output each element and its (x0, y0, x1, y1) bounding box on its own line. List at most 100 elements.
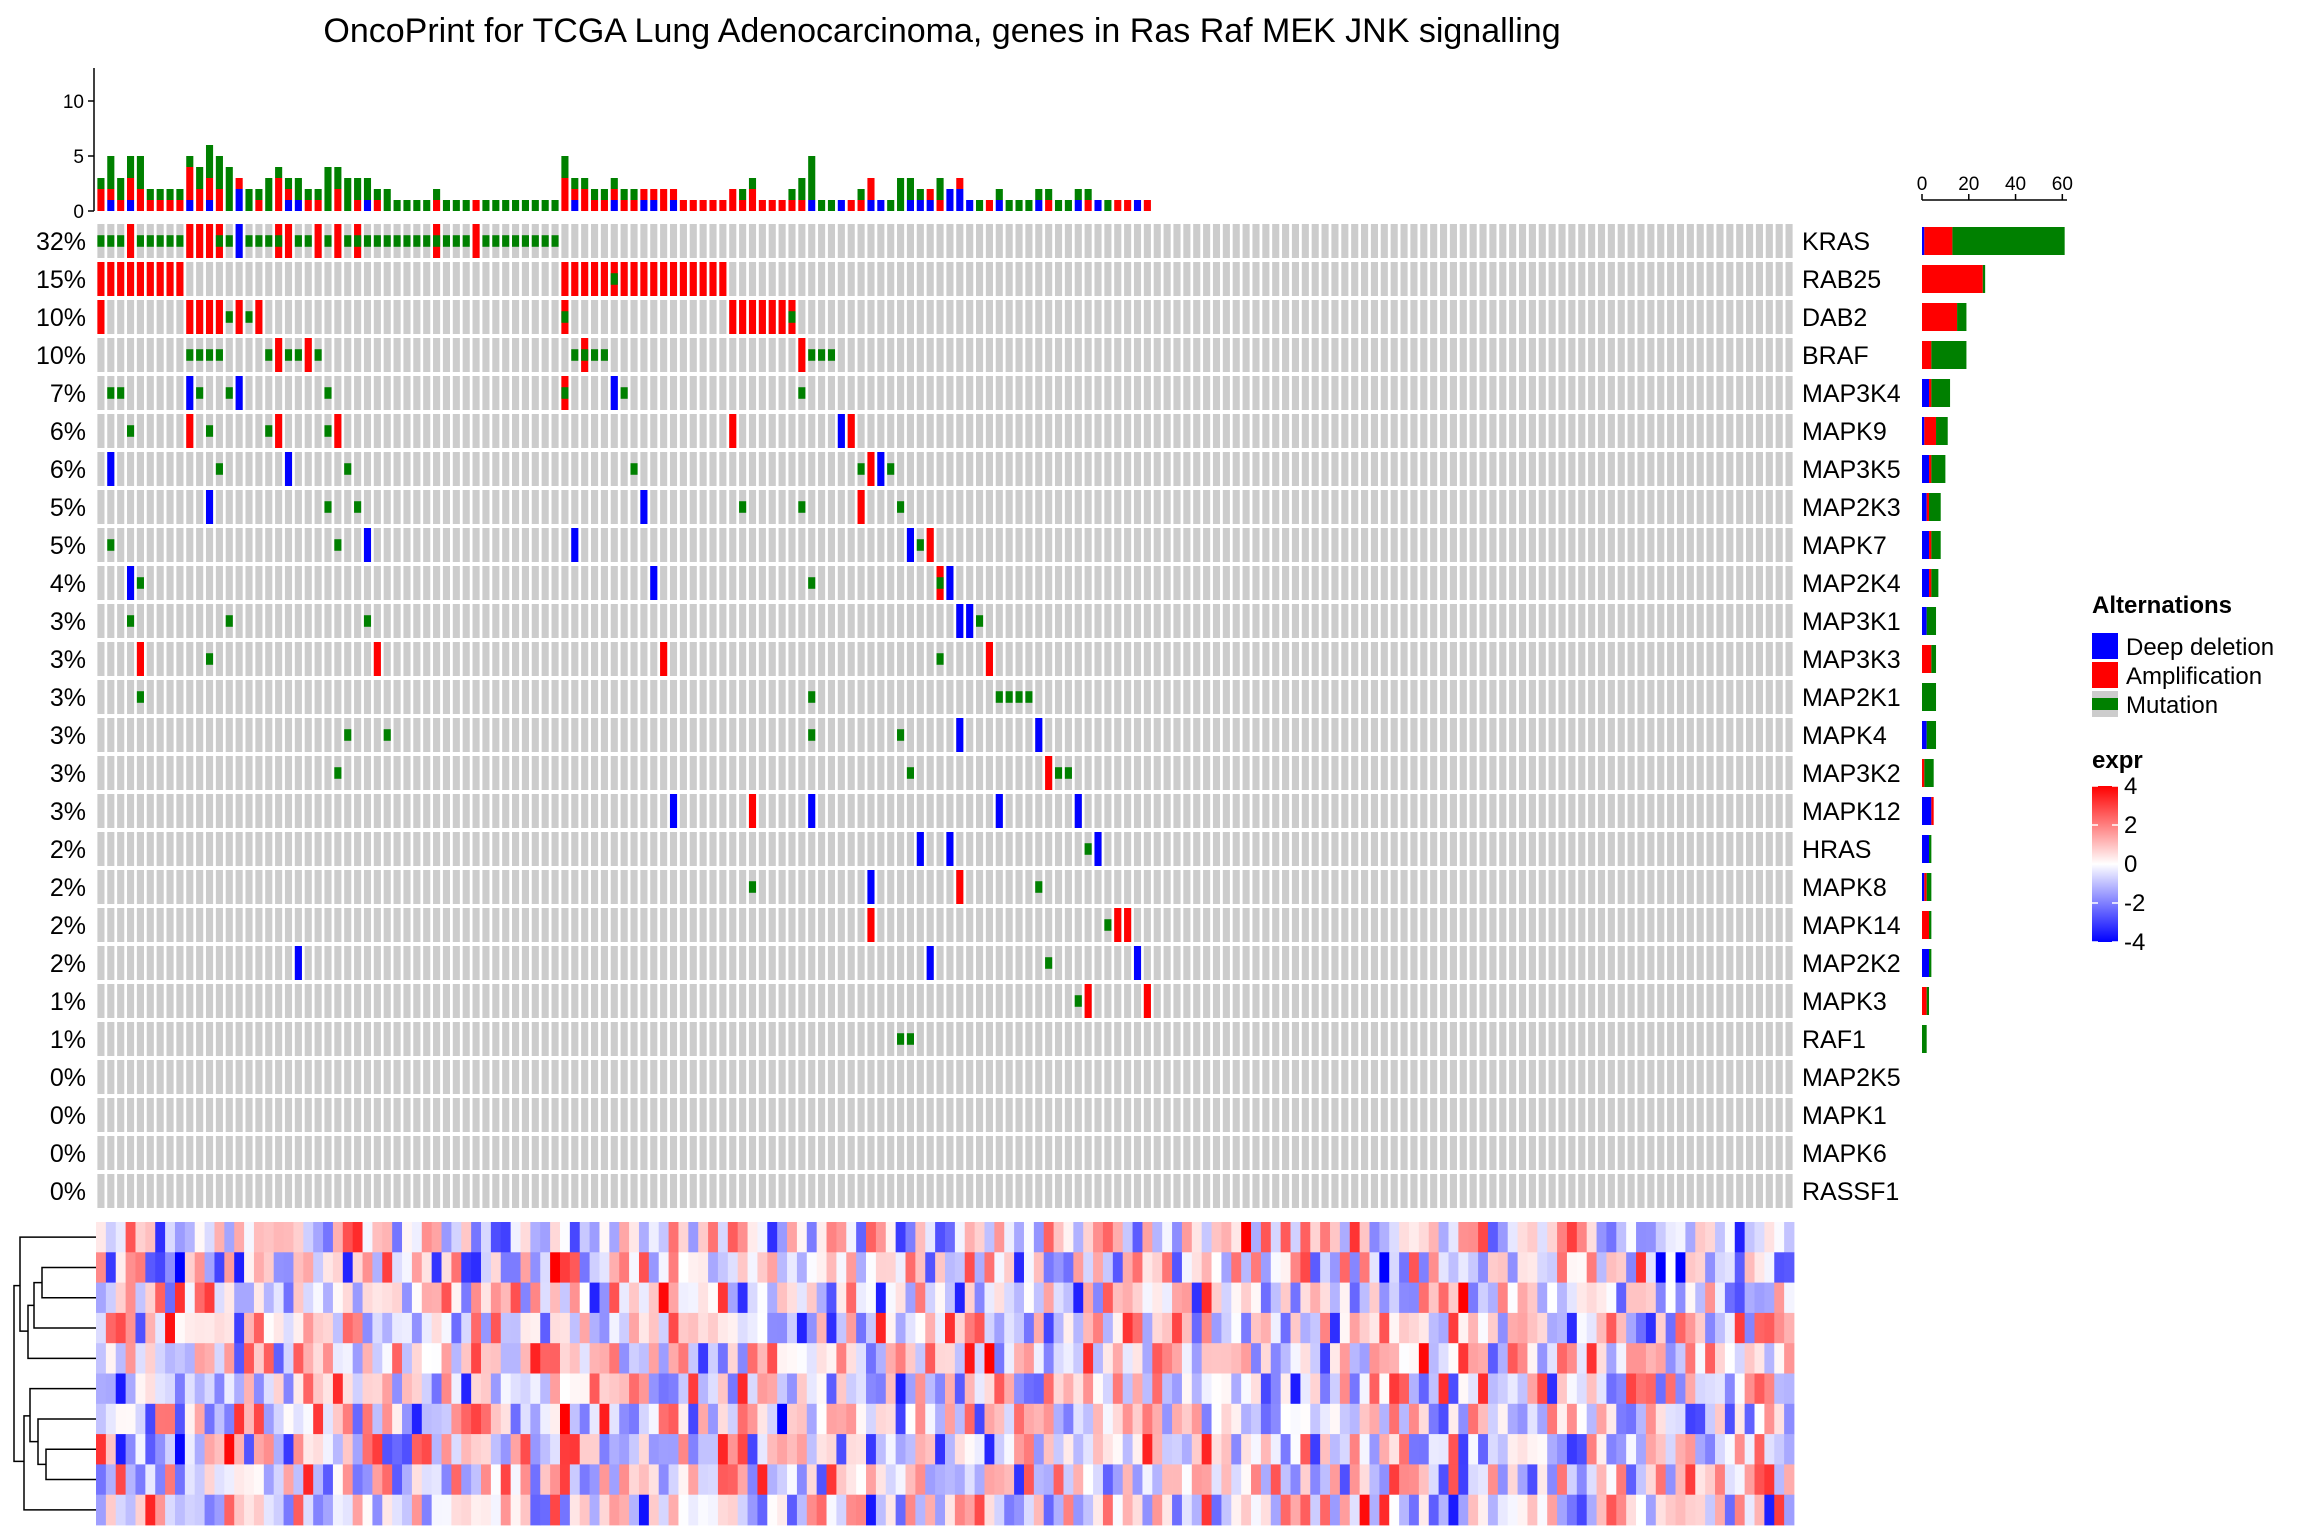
cell-background (1509, 756, 1517, 790)
cell-background (117, 984, 125, 1018)
cell-amplification (679, 262, 687, 296)
cell-background (906, 604, 914, 638)
cell-background (818, 262, 826, 296)
cell-background (1331, 452, 1339, 486)
cell-background (1627, 338, 1635, 372)
cell-background (827, 490, 836, 524)
cell-background (571, 832, 579, 866)
cell-background (265, 452, 273, 486)
cell-background (729, 1098, 737, 1132)
cell-background (1439, 832, 1448, 866)
cell-background (1163, 262, 1171, 296)
cell-background (472, 1136, 480, 1170)
cell-background (1104, 832, 1112, 866)
cell-background (344, 984, 352, 1018)
cell-background (284, 1136, 293, 1170)
cell-background (186, 642, 194, 676)
cell-background (1282, 452, 1290, 486)
cell-background (521, 870, 529, 904)
cell-background (294, 452, 302, 486)
cell-background (719, 1022, 727, 1056)
cell-background (1430, 490, 1438, 524)
cell-background (541, 1098, 549, 1132)
cell-background (906, 490, 914, 524)
cell-background (660, 946, 668, 980)
cell-background (117, 604, 125, 638)
cell-background (1193, 680, 1201, 714)
cell-background (827, 1174, 836, 1208)
cell-background (837, 984, 845, 1018)
cell-background (1647, 642, 1655, 676)
cell-background (186, 1060, 194, 1094)
cell-background (1351, 908, 1359, 942)
top-bar-amplification (857, 200, 865, 211)
cell-background (1696, 870, 1704, 904)
cell-background (1637, 604, 1645, 638)
cell-background (1193, 642, 1201, 676)
cell-background (1430, 908, 1438, 942)
cell-background (117, 794, 125, 828)
top-bar-amplification (798, 200, 806, 211)
cell-background (235, 832, 243, 866)
cell-background (1657, 1022, 1665, 1056)
cell-amplification (127, 262, 135, 296)
cell-background (739, 794, 747, 828)
cell-background (1390, 528, 1398, 562)
cell-background (1637, 984, 1645, 1018)
cell-background (1064, 338, 1072, 372)
cell-background (1262, 984, 1270, 1018)
cell-background (413, 1174, 421, 1208)
cell-background (1173, 490, 1181, 524)
cell-mutation (215, 235, 223, 247)
cell-background (630, 224, 638, 258)
cell-background (1509, 224, 1517, 258)
cell-background (640, 452, 648, 486)
cell-mutation (610, 273, 618, 285)
cell-background (1025, 452, 1033, 486)
cell-background (1696, 224, 1704, 258)
cell-background (660, 756, 668, 790)
cell-background (1084, 1136, 1092, 1170)
cell-background (1489, 224, 1497, 258)
cell-background (1420, 680, 1428, 714)
cell-background (739, 984, 747, 1018)
cell-background (581, 794, 589, 828)
top-axis-tick-label: 5 (73, 147, 84, 168)
cell-background (1242, 984, 1250, 1018)
cell-background (1232, 224, 1240, 258)
cell-background (1351, 946, 1359, 980)
cell-background (512, 1136, 520, 1170)
cell-background (1716, 946, 1724, 980)
cell-background (1104, 300, 1112, 334)
cell-background (985, 1022, 993, 1056)
cell-background (778, 1174, 786, 1208)
right-bar-mutation (1957, 303, 1967, 331)
cell-mutation (363, 235, 372, 247)
top-bar-amplification (205, 178, 214, 200)
cell-background (1647, 452, 1655, 486)
cell-amplification (768, 300, 776, 334)
top-bar-mutation (1025, 200, 1033, 211)
cell-background (1696, 338, 1704, 372)
cell-background (265, 1060, 273, 1094)
cell-background (1370, 1098, 1378, 1132)
cell-background (1321, 832, 1329, 866)
cell-background (679, 832, 687, 866)
cell-background (383, 300, 391, 334)
cell-background (166, 414, 174, 448)
cell-background (936, 224, 944, 258)
cell-background (1597, 1022, 1606, 1056)
cell-background (1005, 908, 1013, 942)
cell-background (571, 642, 579, 676)
expr-cell (105, 1222, 117, 1253)
cell-background (1578, 870, 1586, 904)
cell-background (492, 1174, 500, 1208)
cell-background (1775, 490, 1783, 524)
cell-background (492, 794, 500, 828)
cell-background (1282, 604, 1290, 638)
cell-background (1153, 756, 1161, 790)
cell-background (1183, 756, 1191, 790)
cell-background (748, 642, 757, 676)
cell-background (1203, 1174, 1211, 1208)
cell-deep-deletion (966, 604, 974, 638)
